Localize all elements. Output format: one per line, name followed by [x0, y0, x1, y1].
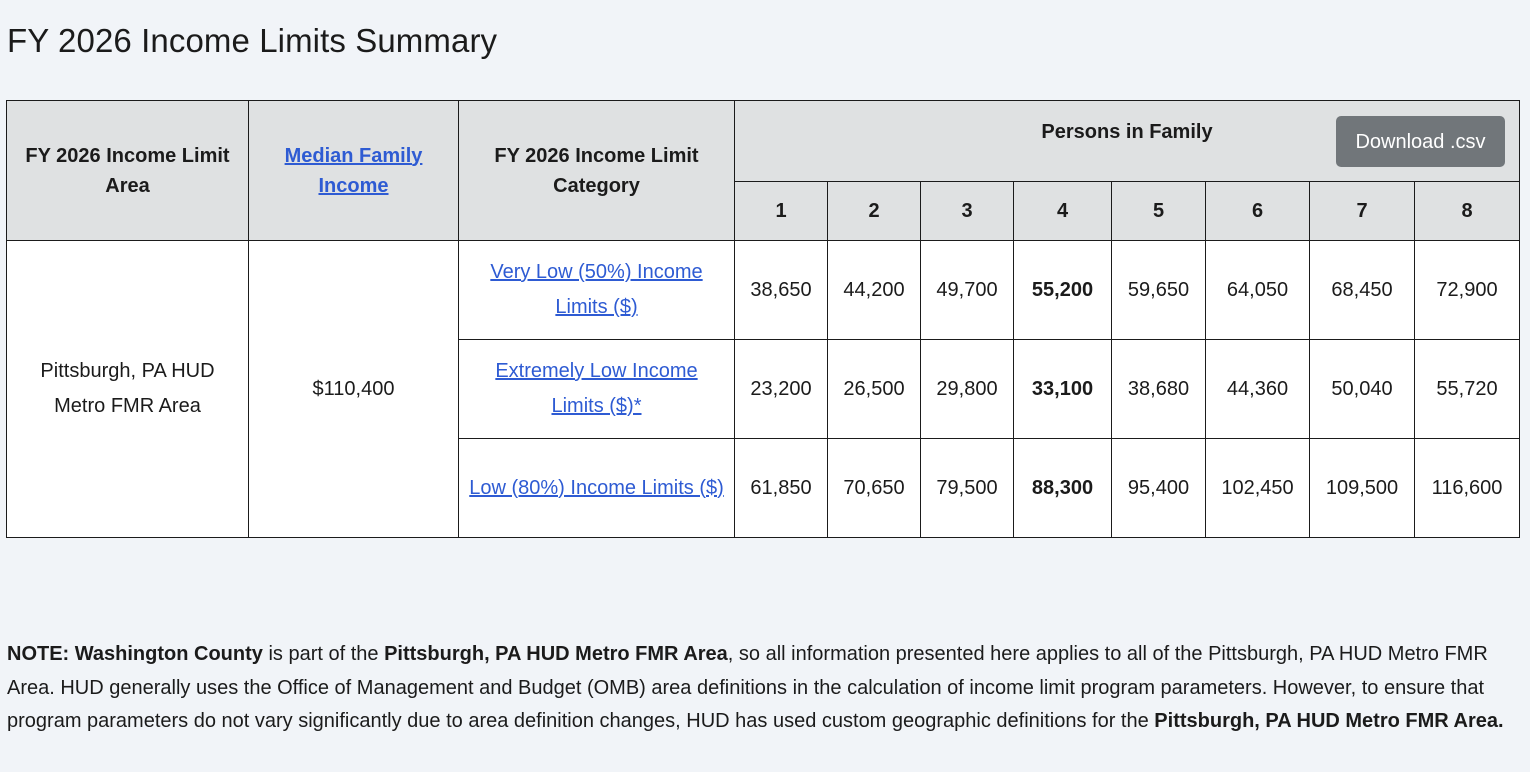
income-limits-table: FY 2026 Income Limit Area Median Family … — [6, 100, 1520, 538]
person-count-header: 3 — [920, 181, 1014, 241]
person-count-header: 7 — [1309, 181, 1415, 241]
person-count-header: 4 — [1013, 181, 1112, 241]
category-cell: Low (80%) Income Limits ($) — [458, 438, 735, 538]
value-cell: 44,200 — [827, 240, 921, 340]
value-cell: 50,040 — [1309, 339, 1415, 439]
person-count-row: 1 2 3 4 5 6 7 8 — [7, 181, 1520, 241]
note-label: NOTE: — [7, 643, 70, 665]
value-cell: 33,100 — [1013, 339, 1112, 439]
value-cell: 116,600 — [1414, 438, 1520, 538]
persons-in-family-header: Persons in Family Download .csv — [734, 100, 1520, 182]
very-low-income-link[interactable]: Very Low (50%) Income Limits ($) — [490, 261, 703, 318]
note-area: Pittsburgh, PA HUD Metro FMR Area — [384, 643, 728, 665]
person-count-header: 5 — [1111, 181, 1206, 241]
value-cell: 95,400 — [1111, 438, 1206, 538]
value-cell: 49,700 — [920, 240, 1014, 340]
note-text: is part of the — [262, 643, 385, 665]
person-count-header: 1 — [734, 181, 828, 241]
median-income-header: Median Family Income — [248, 100, 459, 241]
median-income-cell: $110,400 — [248, 240, 459, 538]
value-cell: 38,680 — [1111, 339, 1206, 439]
value-cell: 64,050 — [1205, 240, 1310, 340]
note-county: Washington County — [74, 643, 263, 665]
value-cell: 59,650 — [1111, 240, 1206, 340]
extremely-low-income-link[interactable]: Extremely Low Income Limits ($)* — [495, 360, 698, 417]
value-cell: 68,450 — [1309, 240, 1415, 340]
person-count-header: 8 — [1414, 181, 1520, 241]
area-header: FY 2026 Income Limit Area — [6, 100, 249, 241]
person-count-header: 2 — [827, 181, 921, 241]
value-cell: 29,800 — [920, 339, 1014, 439]
category-cell: Extremely Low Income Limits ($)* — [458, 339, 735, 439]
value-cell: 79,500 — [920, 438, 1014, 538]
note-area-end: Pittsburgh, PA HUD Metro FMR Area. — [1154, 710, 1504, 732]
value-cell: 102,450 — [1205, 438, 1310, 538]
value-cell: 23,200 — [734, 339, 828, 439]
value-cell: 55,720 — [1414, 339, 1520, 439]
value-cell: 72,900 — [1414, 240, 1520, 340]
value-cell: 38,650 — [734, 240, 828, 340]
download-csv-button[interactable]: Download .csv — [1336, 116, 1505, 167]
value-cell: 44,360 — [1205, 339, 1310, 439]
value-cell: 109,500 — [1309, 438, 1415, 538]
category-cell: Very Low (50%) Income Limits ($) — [458, 240, 735, 340]
value-cell: 26,500 — [827, 339, 921, 439]
table-row: Low (80%) Income Limits ($) 61,850 70,65… — [7, 438, 1520, 538]
table-row: Pittsburgh, PA HUD Metro FMR Area $110,4… — [6, 240, 1520, 538]
page-title: FY 2026 Income Limits Summary — [7, 22, 498, 59]
value-cell: 70,650 — [827, 438, 921, 538]
note-text: , so all information presented here appl… — [7, 643, 1488, 732]
value-cell: 55,200 — [1013, 240, 1112, 340]
persons-in-family-label: Persons in Family — [1041, 121, 1213, 143]
header-row: FY 2026 Income Limit Area Median Family … — [6, 100, 1520, 241]
person-count-header: 6 — [1205, 181, 1310, 241]
area-cell: Pittsburgh, PA HUD Metro FMR Area — [6, 240, 249, 538]
median-income-link[interactable]: Median Family Income — [284, 144, 423, 197]
value-cell: 61,850 — [734, 438, 828, 538]
category-header: FY 2026 Income Limit Category — [458, 100, 735, 241]
low-income-link[interactable]: Low (80%) Income Limits ($) — [469, 476, 724, 499]
area-note: NOTE: Washington County is part of the P… — [7, 638, 1507, 739]
table-row: Extremely Low Income Limits ($)* 23,200 … — [7, 339, 1520, 439]
value-cell: 88,300 — [1013, 438, 1112, 538]
